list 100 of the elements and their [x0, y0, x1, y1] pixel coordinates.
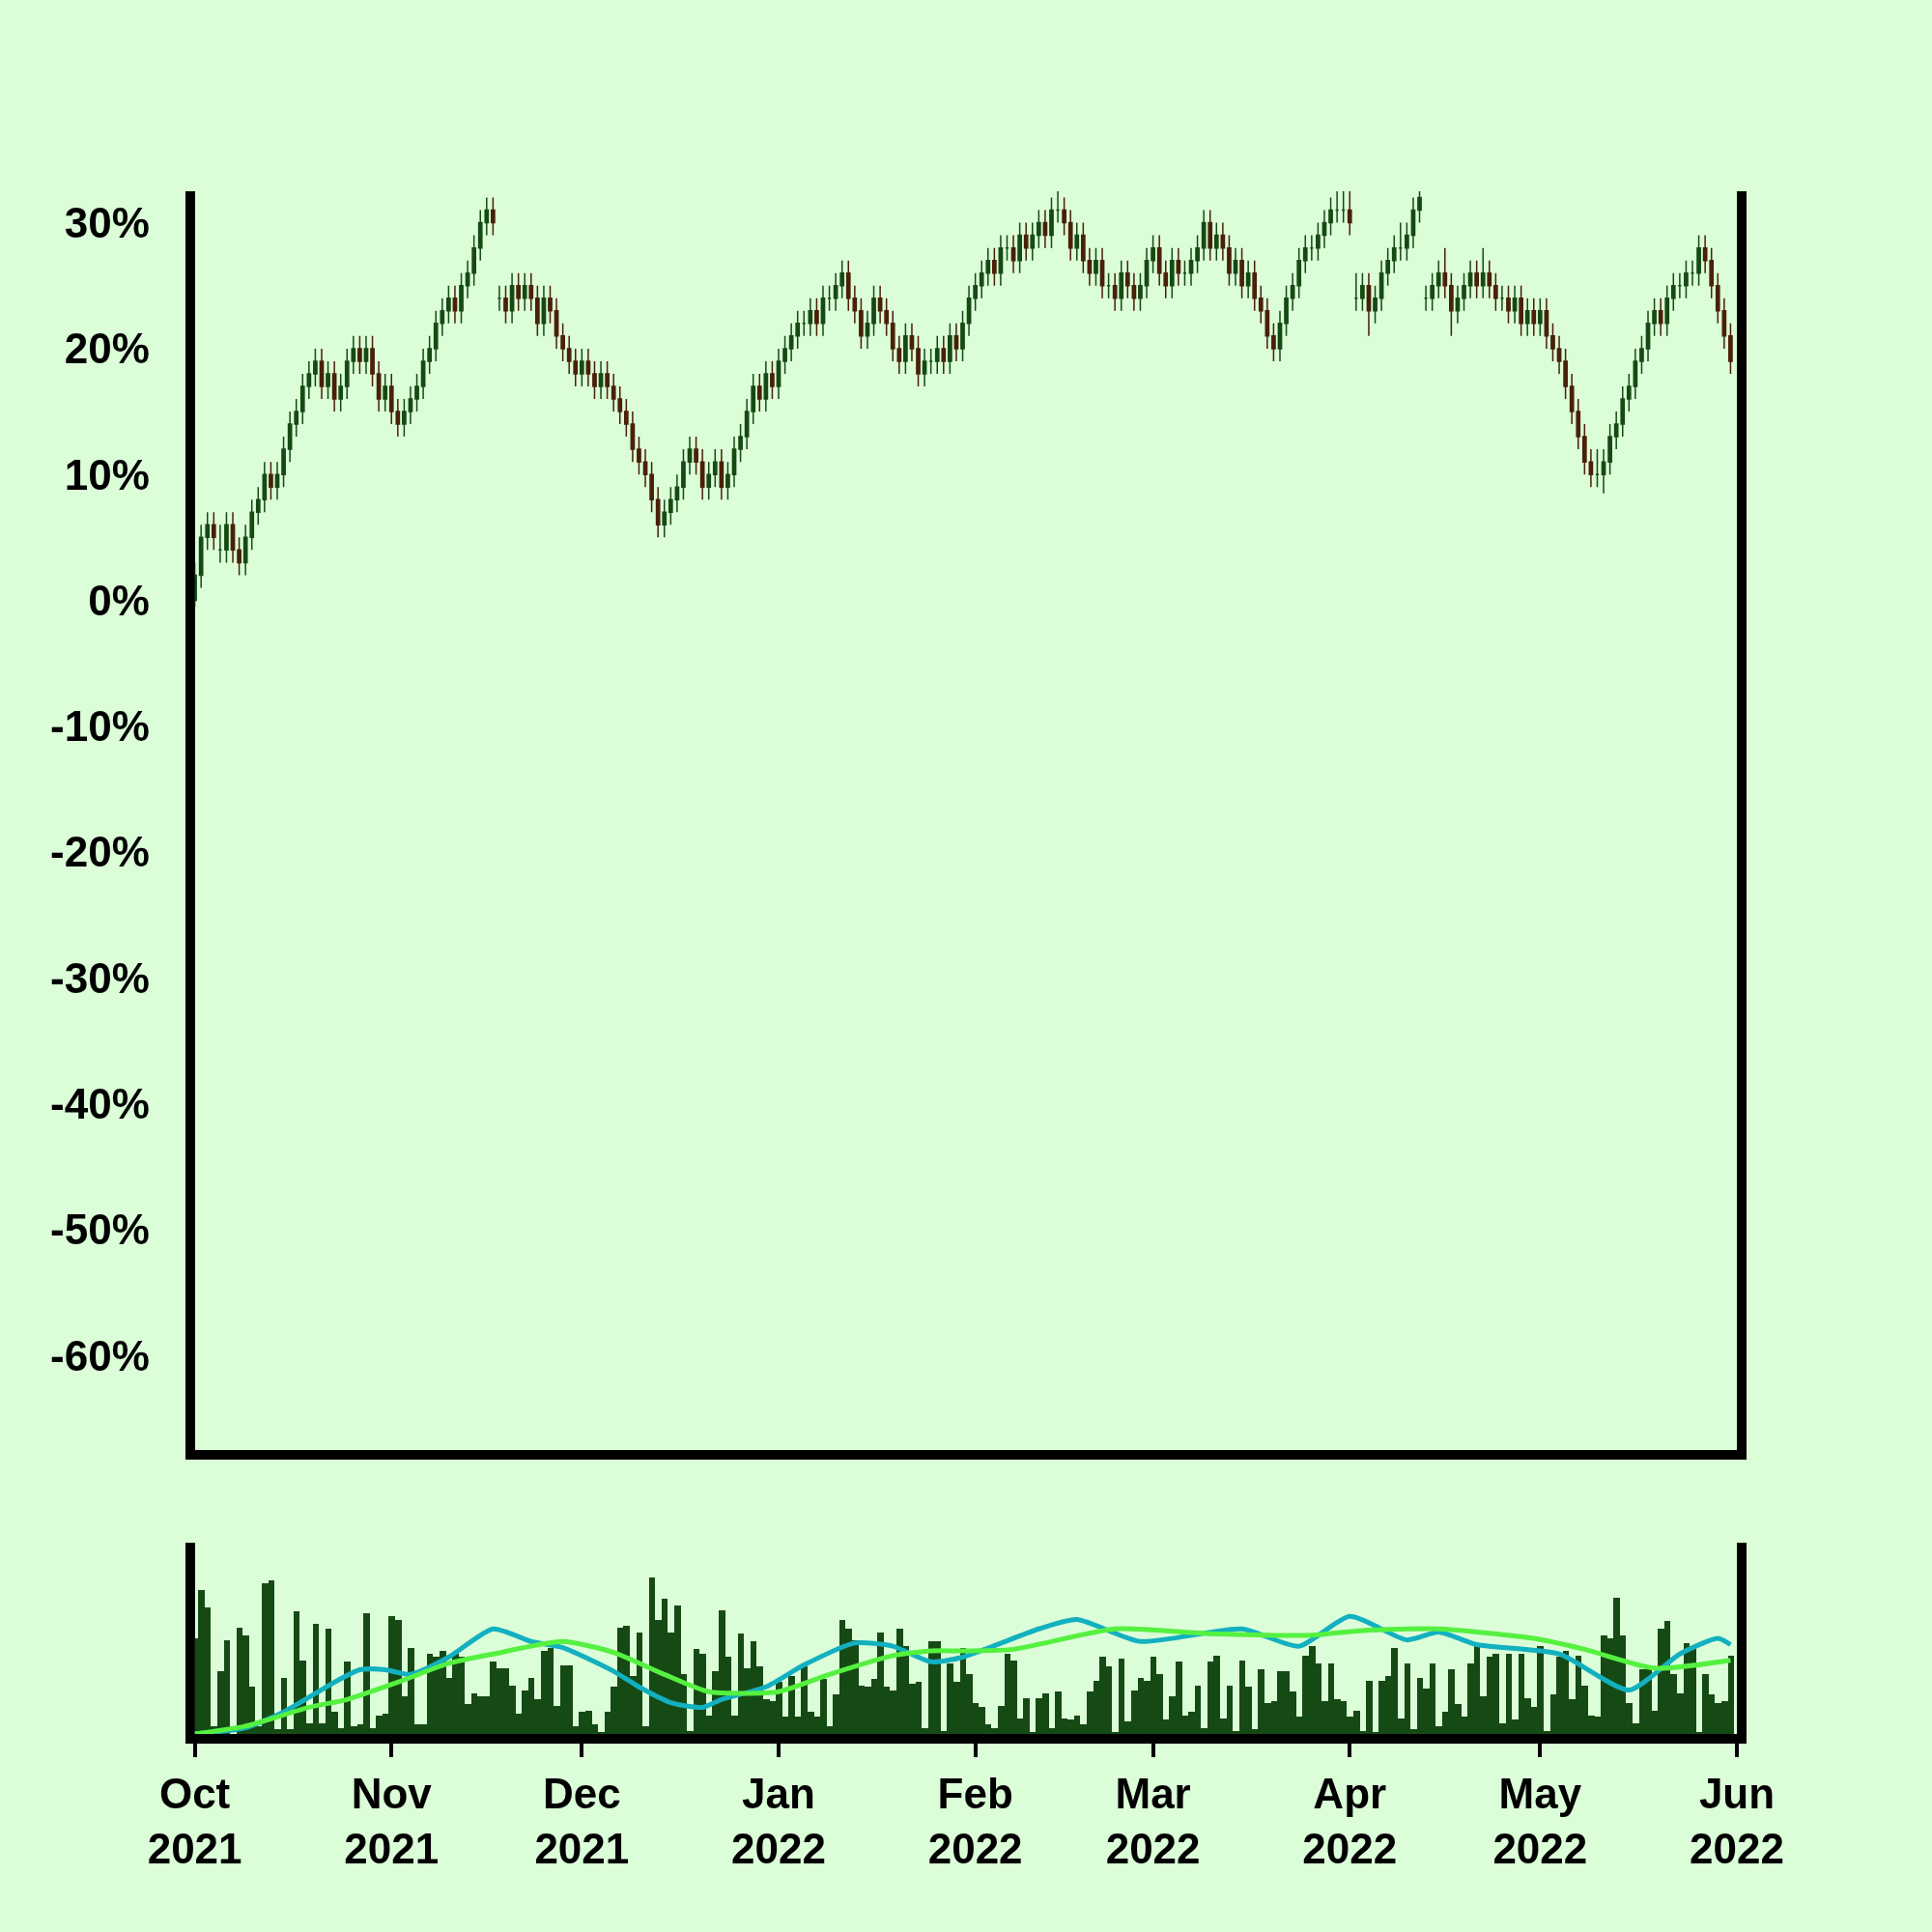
y-tick-label: -30% [50, 953, 150, 1002]
candlestick [712, 448, 718, 488]
candlestick [1563, 348, 1568, 400]
candlestick [554, 298, 559, 350]
candlestick [1696, 234, 1701, 287]
candlestick [1442, 246, 1448, 299]
candlestick [820, 284, 826, 337]
candlestick [827, 284, 832, 312]
candlestick [1144, 246, 1150, 299]
candlestick [230, 511, 236, 564]
candlestick [776, 348, 781, 400]
candlestick [548, 284, 553, 325]
candlestick [1131, 271, 1137, 312]
candlestick [1721, 298, 1727, 350]
candlestick [922, 348, 927, 387]
candlestick [211, 511, 216, 552]
candlestick [738, 423, 743, 463]
x-tick-label: Jan 2022 [731, 1769, 826, 1872]
candlestick [1036, 209, 1041, 249]
candlestick [731, 436, 737, 488]
candlestick [357, 335, 362, 375]
candlestick [459, 271, 464, 325]
candlestick [801, 310, 807, 337]
x-tick-label: Feb 2022 [927, 1769, 1023, 1872]
candlestick [497, 284, 502, 312]
candlestick [1296, 246, 1302, 299]
candlestick [331, 360, 337, 412]
candlestick [1208, 209, 1213, 262]
candlestick [255, 486, 261, 526]
candlestick [884, 298, 890, 337]
candlestick [756, 373, 762, 412]
candlestick [522, 271, 527, 312]
candlestick [414, 373, 419, 412]
candlestick [694, 436, 698, 475]
candlestick [1124, 259, 1130, 299]
candlestick [1378, 259, 1384, 312]
candlestick [1233, 246, 1238, 287]
candlestick [338, 373, 344, 412]
candlestick [1499, 284, 1505, 312]
candlestick [1220, 221, 1226, 262]
candlestick [1023, 221, 1029, 262]
candlestick [1645, 310, 1651, 362]
y-tick-label: -60% [50, 1331, 150, 1379]
candlestick [1049, 196, 1054, 249]
candlestick [1169, 246, 1175, 299]
candlestick [370, 335, 375, 387]
candlestick [1588, 448, 1594, 488]
candlestick [1385, 246, 1391, 287]
candlestick [1449, 271, 1454, 337]
candlestick [1138, 271, 1143, 312]
candlestick [363, 335, 369, 375]
candlestick [1430, 271, 1435, 312]
candlestick [1067, 209, 1073, 262]
candlestick [719, 448, 724, 500]
candlestick [420, 348, 426, 400]
candlestick [509, 271, 515, 325]
candlestick [1309, 234, 1315, 262]
candlestick [763, 360, 769, 412]
candlestick [1493, 271, 1498, 312]
candlestick [1633, 348, 1638, 400]
candlestick [1677, 271, 1683, 299]
candlestick [598, 360, 604, 400]
candlestick [1321, 209, 1327, 249]
candlestick [1531, 298, 1537, 337]
candlestick [1690, 259, 1695, 287]
candlestick [528, 271, 534, 312]
candlestick [916, 335, 921, 387]
candlestick [1455, 284, 1461, 325]
candlestick [1601, 448, 1606, 495]
candlestick [1639, 335, 1644, 375]
candlestick [1480, 246, 1486, 299]
candlestick [1581, 423, 1587, 475]
candlestick [1062, 196, 1066, 237]
candlestick [871, 284, 876, 337]
candlestick [274, 461, 280, 500]
candlestick [408, 385, 413, 425]
candlestick [953, 323, 959, 362]
candlestick [623, 398, 629, 438]
x-tick-label: Apr 2022 [1302, 1769, 1398, 1872]
candlestick [877, 284, 883, 325]
candlestick [1506, 284, 1511, 325]
candlestick [1112, 271, 1118, 312]
candlestick [237, 536, 242, 577]
candlestick [674, 473, 680, 514]
candlestick [668, 486, 673, 526]
x-tick-label: Nov 2021 [344, 1769, 440, 1872]
candlestick [1213, 221, 1219, 262]
candlestick [992, 246, 997, 287]
candlestick [1271, 323, 1276, 362]
candlestick [326, 360, 330, 400]
x-tick-label: Mar 2022 [1105, 1769, 1201, 1872]
candlestick [1728, 323, 1733, 375]
candlestick [706, 461, 712, 500]
candlestick [1252, 259, 1258, 312]
candlestick [465, 259, 470, 299]
candlestick [1391, 234, 1397, 274]
candlestick [1151, 234, 1155, 274]
candlestick [865, 310, 870, 350]
y-tick-label: 0% [88, 576, 150, 624]
candlestick [491, 196, 496, 237]
